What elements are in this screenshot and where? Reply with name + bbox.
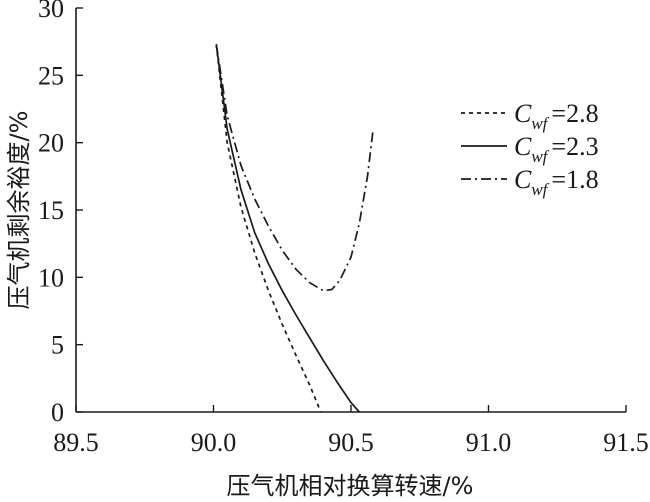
legend-label-0: Cwf =2.8 xyxy=(514,99,599,133)
x-tick-label-3: 91.0 xyxy=(466,428,512,457)
legend-symbol-2: C xyxy=(514,165,532,194)
y-tick-label-4: 20 xyxy=(38,129,64,158)
series-line-1 xyxy=(215,44,360,413)
legend-symbol-1: C xyxy=(514,132,532,161)
x-tick-label-0: 89.5 xyxy=(53,428,99,457)
legend-value-1: =2.3 xyxy=(551,132,598,161)
axes xyxy=(75,8,626,413)
ticks: 89.5 90.0 90.5 91.0 91.5 0 5 10 15 20 25 30 xyxy=(38,0,649,457)
legend-subscript-2: wf xyxy=(531,180,549,199)
legend-subscript-1: wf xyxy=(531,147,549,166)
legend-subscript-0: wf xyxy=(531,114,549,133)
x-tick-label-2: 90.5 xyxy=(328,428,374,457)
legend-value-0: =2.8 xyxy=(551,99,598,128)
x-tick-label-1: 90.0 xyxy=(191,428,237,457)
x-axis-label: 压气机相对换算转速/% xyxy=(227,472,474,500)
x-tick-label-4: 91.5 xyxy=(603,428,649,457)
series-line-0 xyxy=(215,44,322,413)
legend-label-2: Cwf =1.8 xyxy=(514,165,599,199)
y-tick-label-5: 25 xyxy=(38,61,64,90)
y-tick-label-1: 5 xyxy=(51,331,64,360)
legend-value-2: =1.8 xyxy=(551,165,598,194)
series-line-2 xyxy=(215,44,374,292)
legend-label-1: Cwf =2.3 xyxy=(514,132,599,166)
series-group xyxy=(215,44,374,413)
legend-symbol-0: C xyxy=(514,99,532,128)
y-tick-label-2: 10 xyxy=(38,263,64,292)
y-tick-label-3: 15 xyxy=(38,196,64,225)
y-tick-label-0: 0 xyxy=(51,398,64,427)
y-axis-label: 压气机剩余裕度/% xyxy=(5,111,33,310)
y-tick-label-6: 30 xyxy=(38,0,64,23)
